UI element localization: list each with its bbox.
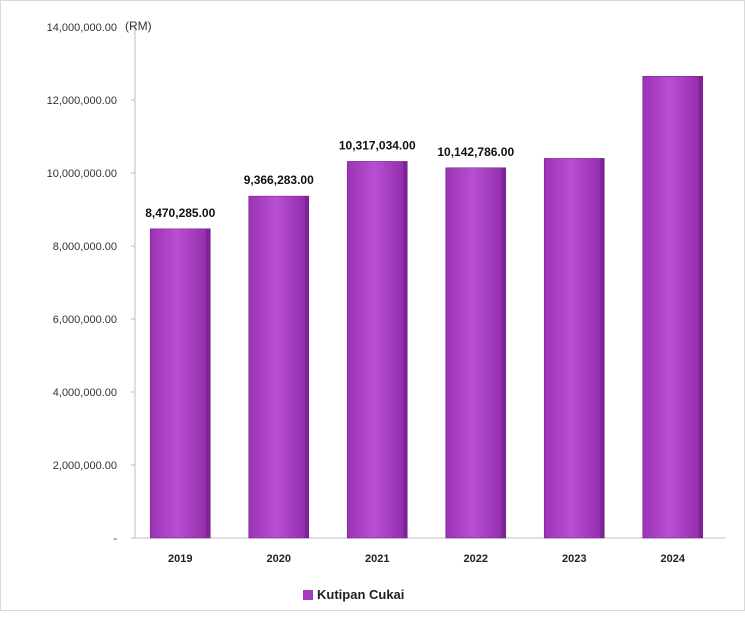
legend-swatch xyxy=(303,590,313,600)
data-label: 10,142,786.00 xyxy=(437,145,514,159)
bar-2021 xyxy=(346,161,408,539)
y-axis-unit-label: (RM) xyxy=(125,19,152,33)
bar-2024 xyxy=(642,75,704,539)
bar-shade-2021 xyxy=(403,161,408,538)
legend-label: Kutipan Cukai xyxy=(317,587,404,602)
x-tick-label: 2024 xyxy=(661,553,686,565)
y-tick-label: 8,000,000.00 xyxy=(53,241,117,253)
y-tick-label: 12,000,000.00 xyxy=(47,95,117,107)
y-tick-label: 6,000,000.00 xyxy=(53,314,117,326)
y-tick-label: 14,000,000.00 xyxy=(47,22,117,34)
bar-2020 xyxy=(248,195,310,539)
bar-shade-2024 xyxy=(698,76,703,539)
x-tick-label: 2019 xyxy=(168,553,192,565)
x-tick-label: 2020 xyxy=(267,553,291,565)
y-tick-label: 4,000,000.00 xyxy=(53,387,117,399)
x-tick-label: 2023 xyxy=(562,553,586,565)
bar-shade-2019 xyxy=(206,228,211,538)
data-label: 10,317,034.00 xyxy=(339,138,416,152)
bar-shade-2020 xyxy=(304,196,309,538)
legend: Kutipan Cukai xyxy=(303,587,404,602)
data-label: 9,366,283.00 xyxy=(244,173,314,187)
bar-shade-2022 xyxy=(501,167,506,538)
x-tick-label: 2022 xyxy=(464,553,488,565)
y-tick-label: 2,000,000.00 xyxy=(53,460,117,472)
x-tick-label: 2021 xyxy=(365,553,389,565)
y-tick-label: 10,000,000.00 xyxy=(47,168,117,180)
data-label: 8,470,285.00 xyxy=(145,206,215,220)
bar-2022 xyxy=(445,167,507,539)
bar-2019 xyxy=(149,228,211,539)
bar-shade-2023 xyxy=(600,158,605,538)
bar-2023 xyxy=(543,158,605,539)
y-tick-label: - xyxy=(113,533,117,545)
